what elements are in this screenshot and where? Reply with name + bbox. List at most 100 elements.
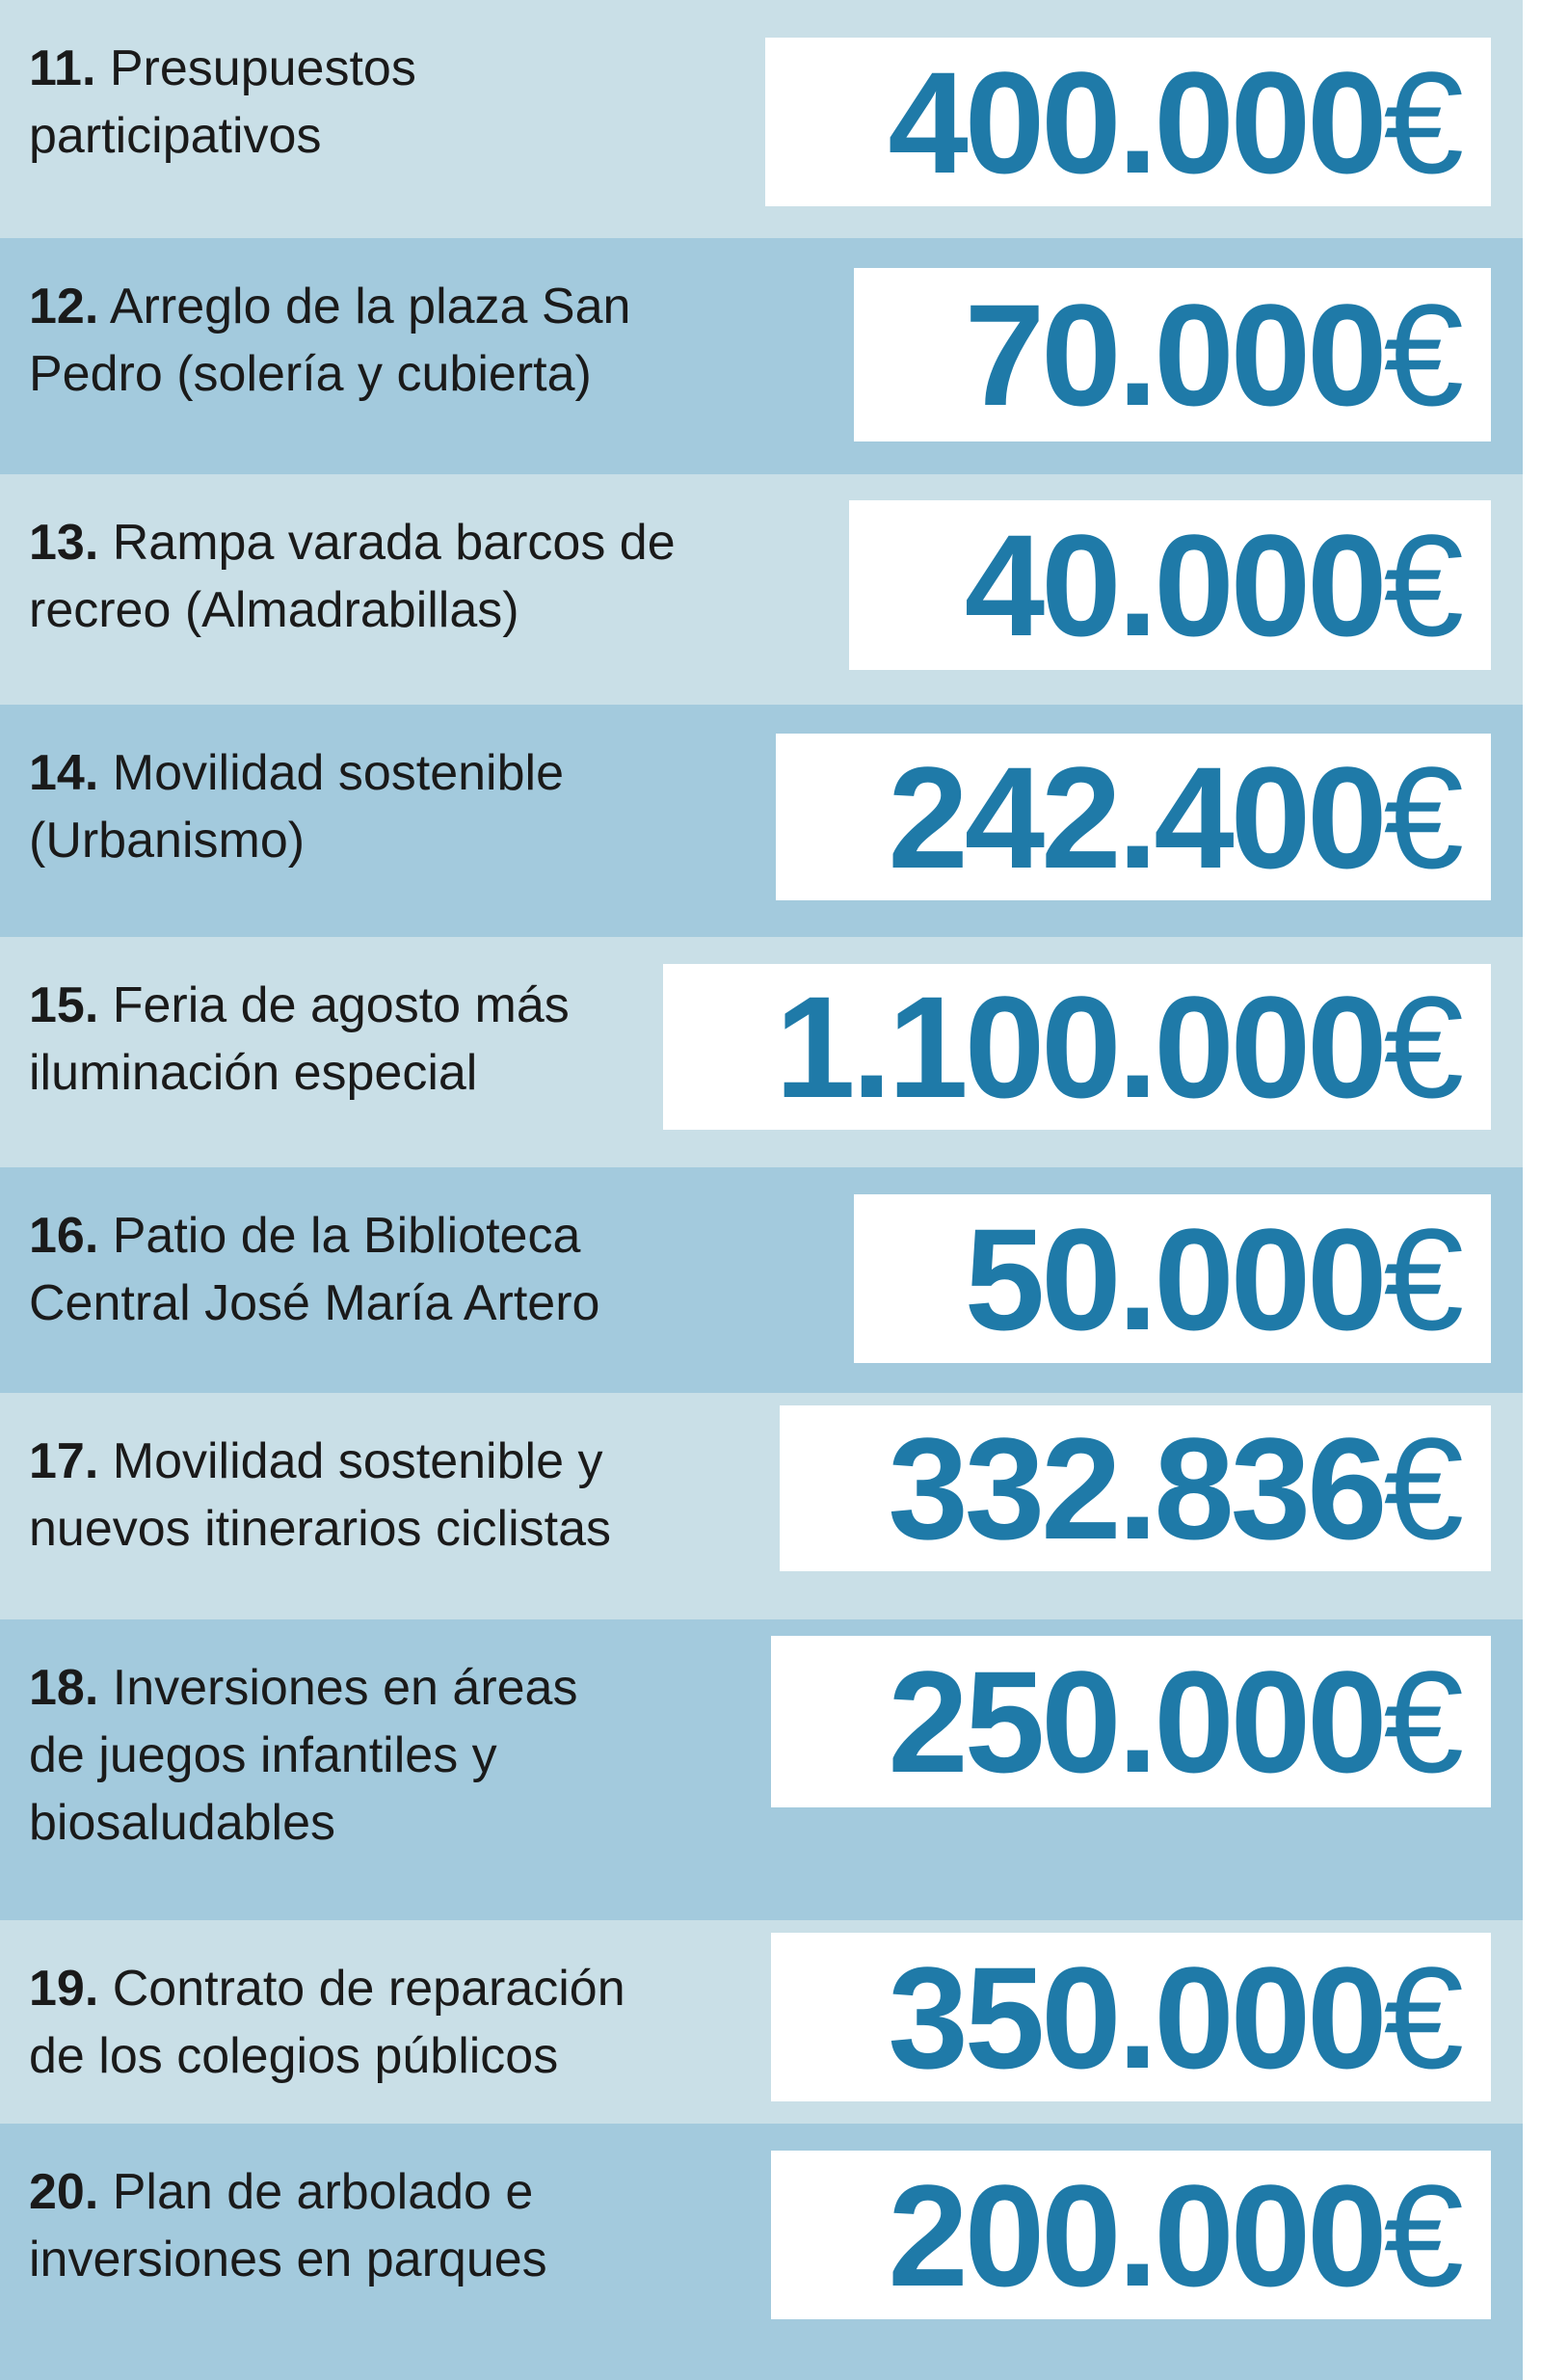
description-text: Plan de arbolado e xyxy=(112,2164,534,2220)
description-line: de juegos infantiles y xyxy=(29,1722,577,1789)
euro-symbol: € xyxy=(1383,274,1464,436)
item-number: 13. xyxy=(29,515,99,571)
description-line: 19. Contrato de reparación xyxy=(29,1955,625,2022)
amount-value: 250.000€ xyxy=(888,1649,1464,1794)
amount-value: 400.000€ xyxy=(888,50,1464,195)
description-line: (Urbanismo) xyxy=(29,807,564,874)
description-text: Contrato de reparación xyxy=(112,1961,625,2017)
amount-number: 400.000 xyxy=(888,40,1387,203)
description-text: Pedro (solería y cubierta) xyxy=(29,346,592,402)
amount-number: 332.836 xyxy=(888,1407,1387,1569)
description-text: Inversiones en áreas xyxy=(112,1660,578,1716)
description-line: inversiones en parques xyxy=(29,2226,547,2293)
description-line: 16. Patio de la Biblioteca xyxy=(29,1202,599,1270)
euro-symbol: € xyxy=(1383,1641,1464,1803)
item-description: 13. Rampa varada barcos de recreo (Almadr… xyxy=(29,509,676,644)
euro-symbol: € xyxy=(1383,40,1464,203)
amount-number: 70.000 xyxy=(964,274,1388,436)
euro-symbol: € xyxy=(1383,2153,1464,2316)
amount-box: 350.000€ xyxy=(771,1933,1491,2101)
item-description: 15. Feria de agosto más iluminación espec… xyxy=(29,972,570,1107)
item-number: 14. xyxy=(29,745,99,801)
item-description: 16. Patio de la Biblioteca Central José M… xyxy=(29,1202,599,1337)
description-line: Central José María Artero xyxy=(29,1270,599,1337)
description-text: (Urbanismo) xyxy=(29,813,306,869)
amount-box: 250.000€ xyxy=(771,1636,1491,1807)
description-text: Feria de agosto más xyxy=(112,977,570,1033)
description-line: 14. Movilidad sostenible xyxy=(29,739,564,807)
euro-symbol: € xyxy=(1383,1197,1464,1360)
budget-item-row: 14. Movilidad sostenible (Urbanismo) 242.4… xyxy=(0,705,1523,937)
item-description: 20. Plan de arbolado e inversiones en par… xyxy=(29,2158,547,2293)
item-number: 17. xyxy=(29,1433,99,1489)
description-text: Movilidad sostenible y xyxy=(112,1433,603,1489)
description-line: 17. Movilidad sostenible y xyxy=(29,1428,611,1495)
description-text: de juegos infantiles y xyxy=(29,1727,497,1783)
description-line: biosaludables xyxy=(29,1789,577,1857)
description-text: inversiones en parques xyxy=(29,2232,547,2287)
description-text: iluminación especial xyxy=(29,1045,478,1101)
euro-symbol: € xyxy=(1383,1407,1464,1569)
budget-item-row: 16. Patio de la Biblioteca Central José M… xyxy=(0,1167,1523,1393)
description-text: recreo (Almadrabillas) xyxy=(29,582,519,638)
euro-symbol: € xyxy=(1383,1936,1464,2099)
description-line: de los colegios públicos xyxy=(29,2022,625,2090)
item-number: 20. xyxy=(29,2164,99,2220)
description-text: participativos xyxy=(29,108,322,164)
description-line: 18. Inversiones en áreas xyxy=(29,1654,577,1722)
item-number: 19. xyxy=(29,1961,99,2017)
amount-number: 50.000 xyxy=(964,1197,1388,1360)
amount-box: 242.400€ xyxy=(776,734,1491,900)
amount-value: 332.836€ xyxy=(888,1416,1464,1561)
amount-box: 332.836€ xyxy=(780,1405,1491,1571)
amount-number: 200.000 xyxy=(888,2153,1387,2316)
description-text: nuevos itinerarios ciclistas xyxy=(29,1501,612,1557)
description-text: Rampa varada barcos de xyxy=(112,515,676,571)
item-description: 18. Inversiones en áreas de juegos infant… xyxy=(29,1654,577,1857)
description-line: recreo (Almadrabillas) xyxy=(29,576,676,644)
amount-box: 70.000€ xyxy=(854,268,1491,441)
budget-item-row: 15. Feria de agosto más iluminación espec… xyxy=(0,937,1523,1167)
amount-value: 200.000€ xyxy=(888,2163,1464,2308)
amount-number: 40.000 xyxy=(964,504,1388,666)
description-line: 15. Feria de agosto más xyxy=(29,972,570,1039)
description-text: Movilidad sostenible xyxy=(112,745,565,801)
amount-value: 50.000€ xyxy=(965,1207,1464,1351)
description-line: participativos xyxy=(29,102,416,170)
item-description: 11. Presupuestos participativos xyxy=(29,35,416,170)
euro-symbol: € xyxy=(1383,966,1464,1128)
description-line: 12. Arreglo de la plaza San xyxy=(29,273,630,340)
euro-symbol: € xyxy=(1383,735,1464,898)
description-text: Arreglo de la plaza San xyxy=(109,279,631,334)
description-line: iluminación especial xyxy=(29,1039,570,1107)
amount-number: 250.000 xyxy=(888,1641,1387,1803)
item-description: 17. Movilidad sostenible y nuevos itinera… xyxy=(29,1428,611,1563)
amount-box: 40.000€ xyxy=(849,500,1491,670)
amount-number: 350.000 xyxy=(888,1936,1387,2099)
item-number: 12. xyxy=(29,279,99,334)
description-line: 11. Presupuestos xyxy=(29,35,416,102)
amount-number: 242.400 xyxy=(888,735,1387,898)
budget-item-row: 18. Inversiones en áreas de juegos infant… xyxy=(0,1619,1523,1920)
description-line: 13. Rampa varada barcos de xyxy=(29,509,676,576)
item-description: 12. Arreglo de la plaza San Pedro (solerí… xyxy=(29,273,630,408)
description-text: Patio de la Biblioteca xyxy=(112,1208,581,1264)
amount-value: 242.400€ xyxy=(888,745,1464,890)
euro-symbol: € xyxy=(1383,504,1464,666)
budget-item-row: 17. Movilidad sostenible y nuevos itinera… xyxy=(0,1393,1523,1619)
amount-value: 350.000€ xyxy=(888,1945,1464,2090)
amount-value: 40.000€ xyxy=(965,513,1464,657)
amount-box: 50.000€ xyxy=(854,1194,1491,1363)
description-text: biosaludables xyxy=(29,1795,336,1851)
amount-number: 1.100.000 xyxy=(775,966,1387,1128)
description-text: de los colegios públicos xyxy=(29,2028,559,2084)
item-description: 14. Movilidad sostenible (Urbanismo) xyxy=(29,739,564,874)
description-text: Central José María Artero xyxy=(29,1275,600,1331)
item-number: 11. xyxy=(29,40,96,96)
budget-item-row: 20. Plan de arbolado e inversiones en par… xyxy=(0,2124,1523,2380)
description-line: 20. Plan de arbolado e xyxy=(29,2158,547,2226)
item-number: 18. xyxy=(29,1660,99,1716)
budget-item-row: 11. Presupuestos participativos 400.000€ xyxy=(0,0,1523,238)
item-number: 15. xyxy=(29,977,99,1033)
item-description: 19. Contrato de reparación de los colegio… xyxy=(29,1955,625,2090)
